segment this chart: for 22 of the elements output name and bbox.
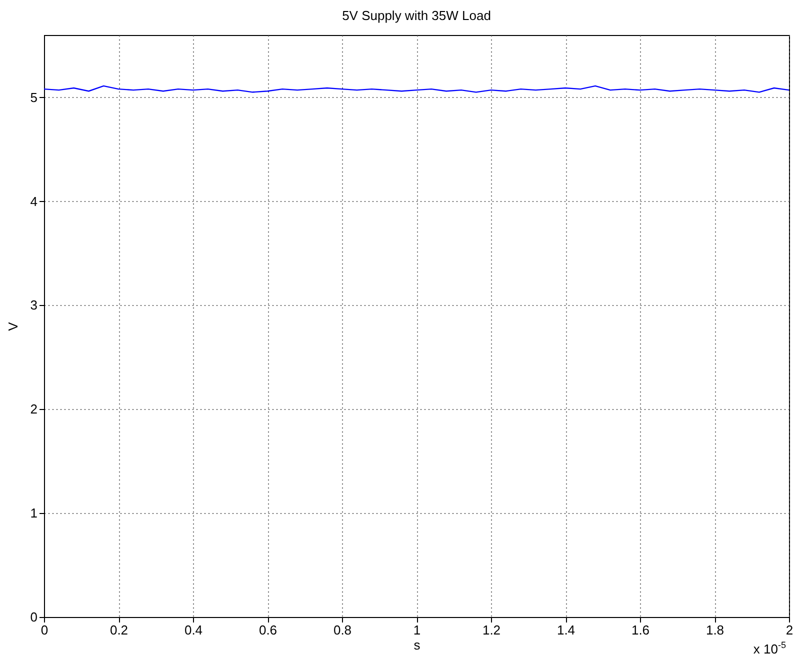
text: x 10$^{-5}$ — [753, 640, 786, 656]
y-axis-title: V — [5, 322, 20, 331]
x-axis-title: s — [414, 638, 421, 652]
x-tick-label: 1.2 — [482, 622, 501, 638]
y-tick-label: 1 — [30, 506, 38, 521]
x-tick-label: 1.6 — [631, 622, 650, 638]
x-tick-label: 1.4 — [556, 622, 576, 638]
line-series — [43, 85, 790, 93]
x-tick-label: 0.2 — [110, 622, 128, 638]
x-tick-label: 0.8 — [333, 622, 352, 638]
y-tick-label: 5 — [30, 90, 38, 105]
y-tick-label: 2 — [30, 402, 38, 417]
x-tick-label: 1 — [413, 622, 421, 638]
chart-title: 5V Supply with 35W Load — [342, 8, 491, 23]
y-tick-label: 4 — [30, 194, 38, 209]
y-tick-label: 0 — [30, 610, 38, 624]
x-tick-label: 0.4 — [184, 622, 203, 638]
x-tick-label: 2 — [786, 622, 794, 638]
y-tick-label: 3 — [30, 298, 38, 313]
x-tick-label: 0 — [40, 622, 48, 638]
x-tick-label: 1.8 — [706, 622, 724, 638]
x-tick-label: 0.6 — [258, 622, 278, 638]
